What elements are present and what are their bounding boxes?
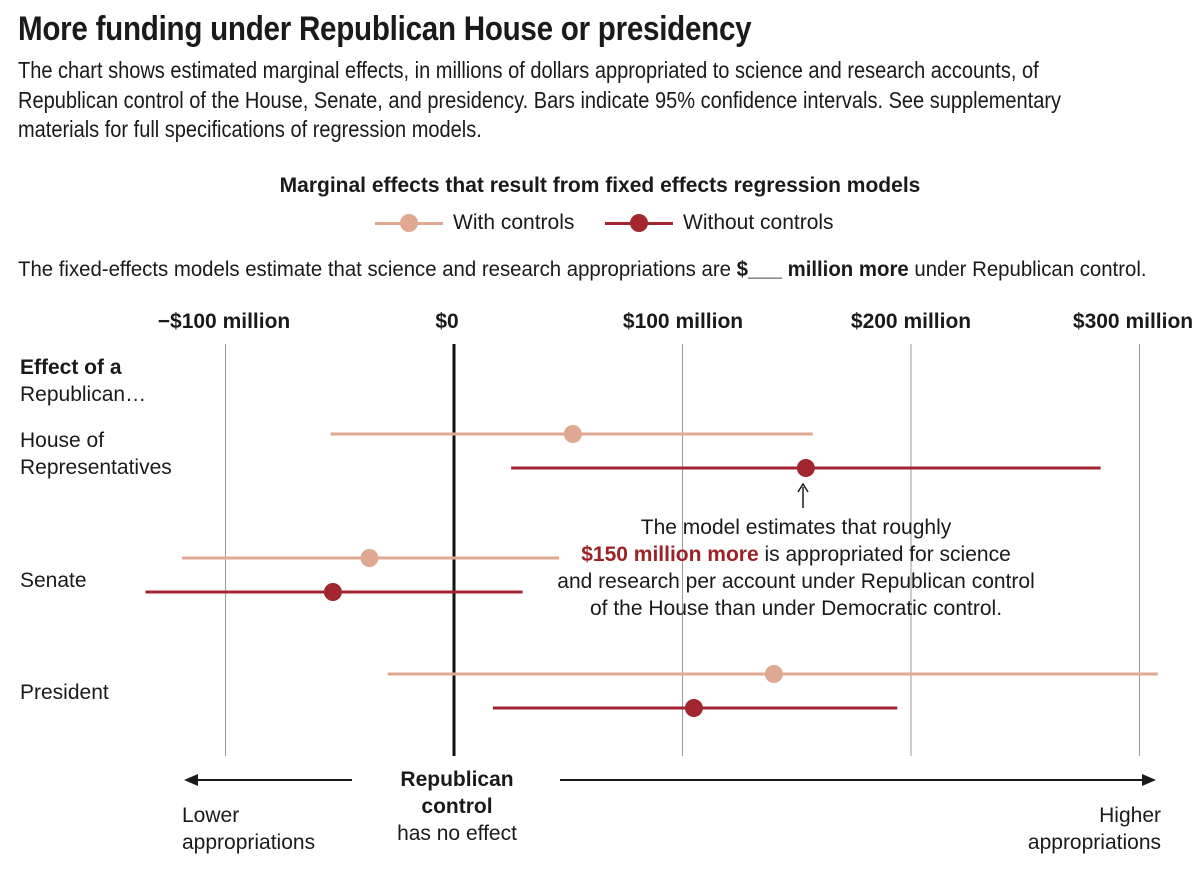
higher-appropriations-label: Higher appropriations bbox=[1027, 804, 1161, 854]
estimate-point-president-with-controls bbox=[764, 665, 783, 683]
question-blank: $___ million more bbox=[736, 258, 909, 281]
question-pre: The fixed-effects models estimate that s… bbox=[18, 258, 737, 281]
legend-swatch-without-controls bbox=[605, 213, 673, 233]
estimate-point-house-with-controls bbox=[563, 425, 582, 443]
row-header-bold: Effect of a bbox=[20, 356, 122, 379]
row-label-president: President bbox=[20, 681, 109, 704]
lower-appropriations-label: Lower appropriations bbox=[182, 804, 316, 854]
estimate-point-president-without-controls bbox=[684, 699, 703, 717]
direction-arrows bbox=[184, 774, 1156, 786]
row-label-house: House of Representatives bbox=[20, 429, 172, 479]
chart-heading: Marginal effects that result from fixed … bbox=[279, 174, 921, 197]
question-text: The fixed-effects models estimate that s… bbox=[18, 258, 1147, 282]
legend-item-without-controls: Without controls bbox=[605, 208, 834, 238]
legend-label-without-controls: Without controls bbox=[683, 211, 834, 234]
legend-label-with-controls: With controls bbox=[453, 211, 575, 234]
tick-label-neg100: −$100 million bbox=[157, 310, 291, 333]
row-header-normal: Republican… bbox=[20, 383, 147, 406]
house-annotation: The model estimates that roughly $150 mi… bbox=[557, 516, 1035, 620]
row-label-senate: Senate bbox=[20, 569, 87, 592]
question-post: under Republican control. bbox=[908, 258, 1147, 281]
no-effect-label: Republican control has no effect bbox=[397, 768, 517, 845]
tick-label-300: $300 million bbox=[1072, 310, 1194, 333]
annotation-arrow bbox=[797, 482, 809, 508]
tick-label-100: $100 million bbox=[622, 310, 744, 333]
row-header: Effect of a Republican… bbox=[20, 354, 146, 408]
legend-swatch-with-controls bbox=[375, 213, 443, 233]
tick-label-0: $0 bbox=[435, 310, 459, 333]
estimate-point-senate-with-controls bbox=[360, 549, 379, 567]
estimate-point-senate-without-controls bbox=[323, 583, 342, 601]
chart-subtitle: The chart shows estimated marginal effec… bbox=[18, 57, 1061, 142]
tick-label-200: $200 million bbox=[850, 310, 972, 333]
estimate-point-house-without-controls bbox=[796, 459, 815, 477]
legend-item-with-controls: With controls bbox=[375, 208, 574, 238]
annotation-highlight: $150 million more bbox=[581, 543, 759, 566]
chart-title: More funding under Republican House or p… bbox=[18, 10, 752, 48]
